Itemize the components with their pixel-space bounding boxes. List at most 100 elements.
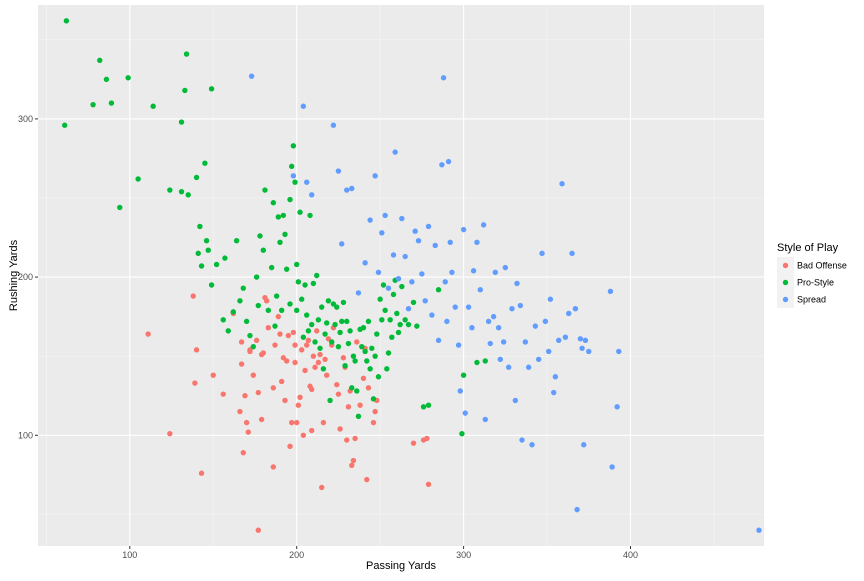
data-point xyxy=(364,476,370,483)
data-point xyxy=(335,168,342,174)
data-point xyxy=(616,348,622,355)
data-point xyxy=(482,416,488,423)
data-point xyxy=(295,279,302,285)
data-point xyxy=(287,196,293,203)
data-point xyxy=(292,342,298,348)
data-point xyxy=(208,86,215,92)
data-point xyxy=(375,374,382,380)
data-point xyxy=(354,388,360,394)
data-point xyxy=(607,288,614,295)
data-point xyxy=(387,317,393,323)
data-point xyxy=(497,356,504,363)
data-point xyxy=(402,317,408,323)
data-point xyxy=(275,313,282,320)
data-point xyxy=(305,337,312,344)
data-point xyxy=(340,355,347,361)
data-point xyxy=(425,481,432,488)
data-point xyxy=(435,337,442,344)
data-point xyxy=(360,375,367,382)
data-point xyxy=(380,282,387,288)
data-point xyxy=(243,419,250,426)
data-point xyxy=(442,279,448,285)
data-point xyxy=(435,287,442,293)
data-point xyxy=(248,73,255,79)
data-point xyxy=(320,419,327,426)
data-point xyxy=(474,239,480,245)
data-point xyxy=(337,426,343,432)
data-point xyxy=(253,337,260,344)
data-point xyxy=(293,419,300,426)
data-point xyxy=(359,343,365,350)
data-point xyxy=(452,304,458,310)
data-point xyxy=(185,192,191,198)
data-point xyxy=(237,298,243,304)
data-point xyxy=(405,321,412,328)
data-point xyxy=(272,342,278,348)
data-point xyxy=(342,362,348,369)
data-point xyxy=(425,402,432,408)
data-point xyxy=(222,255,228,261)
data-point xyxy=(300,334,307,340)
data-point xyxy=(382,212,388,219)
legend-item: Spread xyxy=(777,291,826,308)
data-point xyxy=(460,372,467,378)
data-point xyxy=(322,356,328,363)
data-point xyxy=(574,506,580,513)
data-point xyxy=(556,337,562,344)
data-point xyxy=(459,430,465,437)
data-point xyxy=(238,339,245,345)
data-point xyxy=(255,527,262,533)
data-point xyxy=(125,75,131,81)
data-point xyxy=(305,328,312,334)
data-point xyxy=(429,312,435,318)
data-point xyxy=(213,261,220,268)
data-point xyxy=(569,250,575,257)
data-point xyxy=(193,347,200,353)
data-point xyxy=(362,260,368,266)
data-point xyxy=(469,325,475,331)
legend-label: Bad Offense xyxy=(797,261,847,271)
data-point xyxy=(275,214,282,220)
data-point xyxy=(117,204,123,211)
data-point xyxy=(292,179,298,185)
data-point xyxy=(517,302,524,309)
legend-title: Style of Play xyxy=(777,242,839,254)
data-point xyxy=(399,215,405,222)
data-point xyxy=(457,388,463,394)
data-point xyxy=(352,358,358,364)
data-point xyxy=(444,318,450,325)
data-point xyxy=(410,299,417,306)
data-point xyxy=(298,347,305,353)
data-point xyxy=(614,404,620,410)
data-point xyxy=(345,340,352,347)
data-point xyxy=(375,269,382,276)
legend-item: Pro-Style xyxy=(777,274,834,291)
data-point xyxy=(304,312,310,318)
data-point xyxy=(367,217,373,223)
data-point xyxy=(402,253,408,260)
data-point xyxy=(300,103,307,109)
data-point xyxy=(462,410,468,416)
data-point xyxy=(395,275,402,282)
data-point xyxy=(514,280,520,287)
data-point xyxy=(240,449,246,456)
data-point xyxy=(337,329,343,336)
data-point xyxy=(385,350,392,356)
data-point xyxy=(307,212,313,219)
data-point xyxy=(315,359,322,366)
data-point xyxy=(287,301,293,307)
data-point xyxy=(258,416,265,423)
legend-swatch xyxy=(782,279,789,286)
data-point xyxy=(198,470,205,476)
data-point xyxy=(350,353,357,359)
data-point xyxy=(465,304,472,310)
data-point xyxy=(542,318,549,325)
data-point xyxy=(262,187,268,193)
data-point xyxy=(255,302,262,309)
data-point xyxy=(90,101,96,108)
data-point xyxy=(208,282,215,288)
data-point xyxy=(317,351,323,358)
data-point xyxy=(586,348,592,355)
data-point xyxy=(347,328,353,334)
data-point xyxy=(415,237,422,244)
